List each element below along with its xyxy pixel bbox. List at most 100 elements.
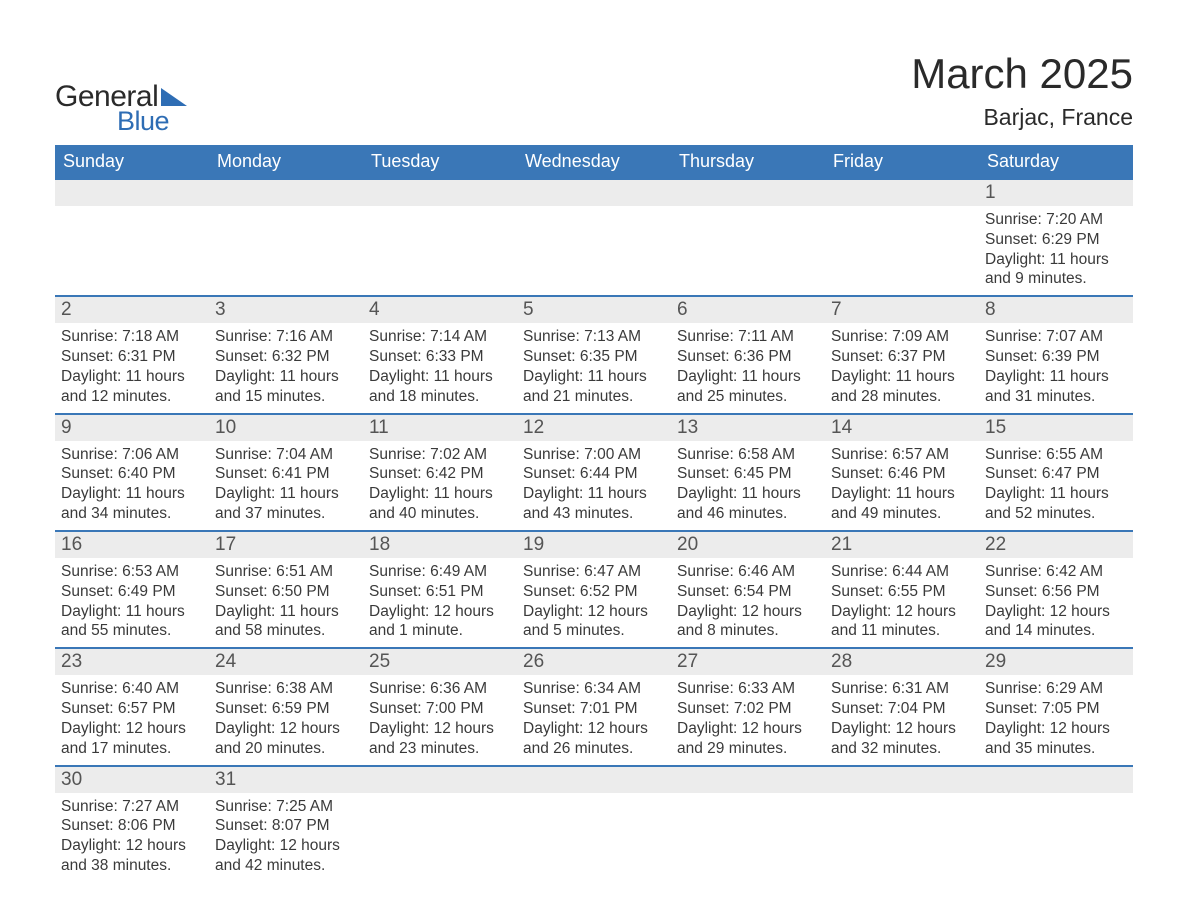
daylight-text: Daylight: 12 hours and 14 minutes.: [985, 602, 1127, 642]
daylight-text: Daylight: 11 hours and 37 minutes.: [215, 484, 357, 524]
day-details: [825, 206, 979, 276]
day-number: 30: [55, 767, 209, 793]
day-details: Sunrise: 7:14 AMSunset: 6:33 PMDaylight:…: [363, 323, 517, 412]
calendar-week-row: 9Sunrise: 7:06 AMSunset: 6:40 PMDaylight…: [55, 414, 1133, 531]
day-details: Sunrise: 7:09 AMSunset: 6:37 PMDaylight:…: [825, 323, 979, 412]
day-number: 15: [979, 415, 1133, 441]
sunset-text: Sunset: 7:00 PM: [369, 699, 511, 719]
calendar-cell: [825, 179, 979, 296]
sunrise-text: Sunrise: 7:13 AM: [523, 327, 665, 347]
calendar-cell: 18Sunrise: 6:49 AMSunset: 6:51 PMDayligh…: [363, 531, 517, 648]
sunrise-text: Sunrise: 7:16 AM: [215, 327, 357, 347]
daylight-text: Daylight: 11 hours and 25 minutes.: [677, 367, 819, 407]
sunset-text: Sunset: 6:54 PM: [677, 582, 819, 602]
day-details: Sunrise: 6:42 AMSunset: 6:56 PMDaylight:…: [979, 558, 1133, 647]
day-number: 19: [517, 532, 671, 558]
sunset-text: Sunset: 6:45 PM: [677, 464, 819, 484]
day-details: Sunrise: 6:49 AMSunset: 6:51 PMDaylight:…: [363, 558, 517, 647]
sunset-text: Sunset: 8:06 PM: [61, 816, 203, 836]
calendar-cell: 17Sunrise: 6:51 AMSunset: 6:50 PMDayligh…: [209, 531, 363, 648]
day-details: Sunrise: 7:13 AMSunset: 6:35 PMDaylight:…: [517, 323, 671, 412]
day-details: [517, 206, 671, 276]
calendar-header-row: SundayMondayTuesdayWednesdayThursdayFrid…: [55, 145, 1133, 179]
day-number: 13: [671, 415, 825, 441]
day-details: Sunrise: 6:31 AMSunset: 7:04 PMDaylight:…: [825, 675, 979, 764]
sunrise-text: Sunrise: 6:57 AM: [831, 445, 973, 465]
daylight-text: Daylight: 12 hours and 26 minutes.: [523, 719, 665, 759]
day-details: Sunrise: 6:57 AMSunset: 6:46 PMDaylight:…: [825, 441, 979, 530]
day-number: [363, 767, 517, 793]
day-details: Sunrise: 6:51 AMSunset: 6:50 PMDaylight:…: [209, 558, 363, 647]
day-details: Sunrise: 7:00 AMSunset: 6:44 PMDaylight:…: [517, 441, 671, 530]
day-number: [979, 767, 1133, 793]
sunset-text: Sunset: 6:33 PM: [369, 347, 511, 367]
day-number: 1: [979, 180, 1133, 206]
calendar-cell: [363, 766, 517, 882]
daylight-text: Daylight: 11 hours and 40 minutes.: [369, 484, 511, 524]
calendar-cell: 8Sunrise: 7:07 AMSunset: 6:39 PMDaylight…: [979, 296, 1133, 413]
sunset-text: Sunset: 6:40 PM: [61, 464, 203, 484]
calendar-week-row: 1Sunrise: 7:20 AMSunset: 6:29 PMDaylight…: [55, 179, 1133, 296]
sunrise-text: Sunrise: 7:18 AM: [61, 327, 203, 347]
day-number: 31: [209, 767, 363, 793]
calendar-cell: [363, 179, 517, 296]
day-number: 8: [979, 297, 1133, 323]
calendar-cell: 15Sunrise: 6:55 AMSunset: 6:47 PMDayligh…: [979, 414, 1133, 531]
daylight-text: Daylight: 12 hours and 1 minute.: [369, 602, 511, 642]
day-number: 9: [55, 415, 209, 441]
sunset-text: Sunset: 7:02 PM: [677, 699, 819, 719]
day-details: Sunrise: 6:40 AMSunset: 6:57 PMDaylight:…: [55, 675, 209, 764]
day-number: 25: [363, 649, 517, 675]
sunset-text: Sunset: 6:47 PM: [985, 464, 1127, 484]
day-number: 20: [671, 532, 825, 558]
day-number: 14: [825, 415, 979, 441]
calendar-cell: 14Sunrise: 6:57 AMSunset: 6:46 PMDayligh…: [825, 414, 979, 531]
header: General Blue March 2025 Barjac, France: [55, 50, 1133, 137]
calendar-cell: [671, 766, 825, 882]
day-details: Sunrise: 6:38 AMSunset: 6:59 PMDaylight:…: [209, 675, 363, 764]
sunrise-text: Sunrise: 6:55 AM: [985, 445, 1127, 465]
daylight-text: Daylight: 12 hours and 42 minutes.: [215, 836, 357, 876]
day-details: [209, 206, 363, 276]
day-details: Sunrise: 7:20 AMSunset: 6:29 PMDaylight:…: [979, 206, 1133, 295]
sunset-text: Sunset: 6:59 PM: [215, 699, 357, 719]
weekday-header: Saturday: [979, 145, 1133, 179]
day-number: 4: [363, 297, 517, 323]
day-number: 5: [517, 297, 671, 323]
day-details: [55, 206, 209, 276]
calendar-cell: 23Sunrise: 6:40 AMSunset: 6:57 PMDayligh…: [55, 648, 209, 765]
sunset-text: Sunset: 6:41 PM: [215, 464, 357, 484]
calendar-cell: 29Sunrise: 6:29 AMSunset: 7:05 PMDayligh…: [979, 648, 1133, 765]
calendar-cell: 2Sunrise: 7:18 AMSunset: 6:31 PMDaylight…: [55, 296, 209, 413]
daylight-text: Daylight: 12 hours and 32 minutes.: [831, 719, 973, 759]
calendar-cell: 10Sunrise: 7:04 AMSunset: 6:41 PMDayligh…: [209, 414, 363, 531]
calendar-week-row: 16Sunrise: 6:53 AMSunset: 6:49 PMDayligh…: [55, 531, 1133, 648]
day-number: 28: [825, 649, 979, 675]
sunrise-text: Sunrise: 6:49 AM: [369, 562, 511, 582]
sunset-text: Sunset: 6:56 PM: [985, 582, 1127, 602]
day-number: 18: [363, 532, 517, 558]
calendar-cell: 20Sunrise: 6:46 AMSunset: 6:54 PMDayligh…: [671, 531, 825, 648]
calendar-cell: 22Sunrise: 6:42 AMSunset: 6:56 PMDayligh…: [979, 531, 1133, 648]
daylight-text: Daylight: 11 hours and 15 minutes.: [215, 367, 357, 407]
calendar-cell: 9Sunrise: 7:06 AMSunset: 6:40 PMDaylight…: [55, 414, 209, 531]
calendar-body: 1Sunrise: 7:20 AMSunset: 6:29 PMDaylight…: [55, 179, 1133, 882]
calendar-week-row: 23Sunrise: 6:40 AMSunset: 6:57 PMDayligh…: [55, 648, 1133, 765]
day-number: [825, 767, 979, 793]
day-number: 26: [517, 649, 671, 675]
day-number: 10: [209, 415, 363, 441]
day-details: Sunrise: 6:47 AMSunset: 6:52 PMDaylight:…: [517, 558, 671, 647]
day-details: Sunrise: 6:55 AMSunset: 6:47 PMDaylight:…: [979, 441, 1133, 530]
day-details: Sunrise: 7:16 AMSunset: 6:32 PMDaylight:…: [209, 323, 363, 412]
calendar-table: SundayMondayTuesdayWednesdayThursdayFrid…: [55, 145, 1133, 882]
daylight-text: Daylight: 11 hours and 55 minutes.: [61, 602, 203, 642]
calendar-cell: [825, 766, 979, 882]
calendar-cell: 4Sunrise: 7:14 AMSunset: 6:33 PMDaylight…: [363, 296, 517, 413]
sunset-text: Sunset: 6:51 PM: [369, 582, 511, 602]
page-title: March 2025: [911, 50, 1133, 98]
calendar-week-row: 30Sunrise: 7:27 AMSunset: 8:06 PMDayligh…: [55, 766, 1133, 882]
daylight-text: Daylight: 11 hours and 58 minutes.: [215, 602, 357, 642]
day-details: Sunrise: 6:46 AMSunset: 6:54 PMDaylight:…: [671, 558, 825, 647]
day-number: 17: [209, 532, 363, 558]
day-details: Sunrise: 6:58 AMSunset: 6:45 PMDaylight:…: [671, 441, 825, 530]
